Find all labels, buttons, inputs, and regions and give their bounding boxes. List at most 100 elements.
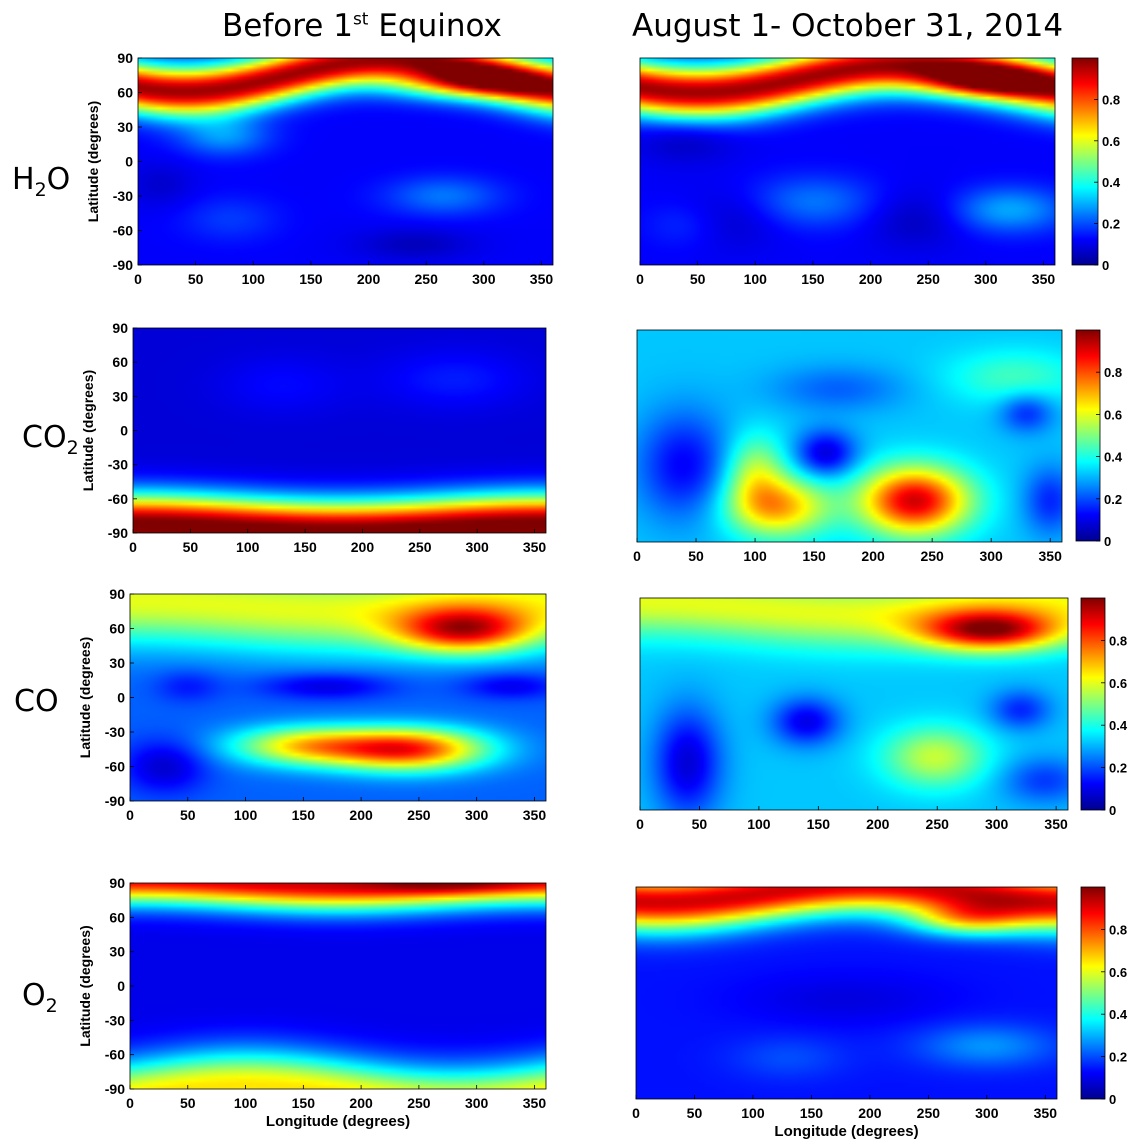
colorbar-h2o-after: 0 0.2 0.4 0.6 0.8: [1071, 57, 1121, 273]
heatmap-field-co2-after: [637, 330, 1062, 542]
x-tick-label: 300: [985, 816, 1009, 832]
heatmap-panel-o2-after: 0 50 100 150 200 250 300 350 Longitude (degrees): [632, 886, 1058, 1140]
x-tick-label: 350: [1032, 271, 1056, 287]
heatmap-panel-co2-after: 0 50 100 150 200 250 300 350: [633, 329, 1063, 564]
colorbar-tick-label: 0.4: [1109, 718, 1128, 733]
y-tick-label: -30: [113, 188, 133, 204]
heatmap-field-o2-after: [636, 887, 1057, 1099]
y-axis-label: Latitude (degrees): [77, 925, 93, 1046]
y-tick-label: -60: [105, 1047, 125, 1063]
colorbar-tick-label: 0: [1104, 534, 1111, 549]
x-tick-label: 100: [743, 548, 767, 564]
x-tick-label: 350: [523, 807, 547, 823]
x-tick-label: 200: [859, 271, 883, 287]
column-header-before-main: Before 1: [222, 8, 353, 44]
heatmap-field-h2o-after: [640, 58, 1055, 265]
y-tick-label: 30: [109, 655, 125, 671]
heatmap-panel-co2-before: 0 50 100 150 200 250 300 3509060300-30-60-90Lat…: [80, 320, 546, 555]
column-header-before-equinox: Before 1st Equinox: [222, 8, 502, 44]
row-label-co2-sub: 2: [66, 437, 79, 459]
colorbar-o2-after: 0 0.2 0.4 0.6 0.8: [1080, 886, 1128, 1107]
x-tick-label: 300: [472, 271, 496, 287]
heatmap-field-co2-before: [133, 328, 546, 533]
x-tick-label: 300: [979, 548, 1003, 564]
y-tick-label: 60: [109, 909, 125, 925]
x-tick-label: 100: [234, 1095, 258, 1111]
row-label-h2o-sub: 2: [34, 179, 47, 201]
x-tick-label: 50: [183, 539, 199, 555]
x-tick-label: 300: [465, 1095, 489, 1111]
row-label-co-main: CO: [14, 684, 59, 719]
column-header-before-tail: Equinox: [368, 8, 502, 44]
x-tick-label: 0: [636, 816, 644, 832]
x-tick-label: 300: [465, 807, 489, 823]
y-tick-label: 30: [109, 944, 125, 960]
x-tick-label: 0: [633, 548, 641, 564]
y-tick-label: 0: [120, 423, 128, 439]
y-tick-label: -90: [105, 1081, 125, 1097]
column-header-date-range: August 1- October 31, 2014: [632, 8, 1064, 44]
x-tick-label: 100: [744, 271, 768, 287]
y-tick-label: 90: [117, 50, 133, 66]
x-tick-label: 300: [974, 271, 998, 287]
heatmap-field-o2-before: [130, 883, 546, 1089]
y-tick-label: -30: [105, 724, 125, 740]
row-label-o2-main: O: [22, 978, 46, 1013]
x-tick-label: 150: [800, 1105, 824, 1121]
y-tick-label: 0: [125, 154, 133, 170]
colorbar-tick-label: 0.8: [1102, 92, 1120, 107]
heatmap-field-co-before: [130, 594, 546, 801]
plot-frame-o2-after: [635, 886, 1058, 1100]
y-tick-label: 90: [112, 320, 128, 336]
y-tick-label: 90: [109, 875, 125, 891]
row-label-co2-main: CO: [22, 420, 67, 455]
x-tick-label: 50: [688, 548, 704, 564]
x-tick-label: 0: [636, 271, 644, 287]
x-tick-label: 350: [1034, 1105, 1058, 1121]
colorbar-tick-label: 0.6: [1102, 134, 1120, 149]
colorbar-tick-label: 0.4: [1104, 450, 1123, 465]
row-label-co: CO: [14, 684, 59, 723]
colorbar-tick-label: 0.4: [1109, 1007, 1128, 1022]
colorbar-tick-label: 0.2: [1102, 217, 1120, 232]
colorbar-tick-label: 0.8: [1104, 365, 1122, 380]
row-label-o2-sub: 2: [45, 995, 58, 1017]
y-tick-label: 60: [117, 85, 133, 101]
row-label-h2o-tail: O: [46, 162, 71, 197]
heatmap-field-h2o-before: [138, 58, 553, 265]
colorbar-tick-label: 0: [1102, 258, 1109, 273]
x-tick-label: 350: [523, 1095, 547, 1111]
colorbar-co2-after: 0 0.2 0.4 0.6 0.8: [1075, 329, 1123, 549]
x-tick-label: 200: [861, 548, 885, 564]
y-tick-label: 60: [109, 621, 125, 637]
row-label-co2: CO2: [22, 420, 79, 459]
x-tick-label: 50: [180, 807, 196, 823]
x-tick-label: 300: [975, 1105, 999, 1121]
x-axis-label: Longitude (degrees): [266, 1113, 410, 1130]
x-tick-label: 100: [747, 816, 771, 832]
row-label-h2o-main: H: [12, 162, 35, 197]
colorbar-gradient: [1080, 886, 1106, 1100]
x-tick-label: 300: [465, 539, 489, 555]
x-tick-label: 0: [632, 1105, 640, 1121]
y-tick-label: 60: [112, 354, 128, 370]
colorbar-gradient: [1075, 329, 1101, 542]
x-tick-label: 0: [134, 271, 142, 287]
x-tick-label: 50: [180, 1095, 196, 1111]
x-tick-label: 250: [920, 548, 944, 564]
x-tick-label: 150: [801, 271, 825, 287]
y-tick-label: -60: [113, 223, 133, 239]
x-tick-label: 150: [293, 539, 317, 555]
x-tick-label: 250: [926, 816, 950, 832]
x-tick-label: 150: [299, 271, 323, 287]
plot-frame-co-after: [639, 597, 1069, 811]
x-tick-label: 150: [807, 816, 831, 832]
x-tick-label: 200: [858, 1105, 882, 1121]
y-tick-label: -90: [105, 793, 125, 809]
heatmap-panel-co-after: 0 50 100 150 200 250 300 350: [636, 597, 1069, 832]
y-axis-label: Latitude (degrees): [85, 101, 101, 222]
y-tick-label: -90: [108, 525, 128, 541]
row-label-h2o: H2O: [12, 162, 70, 201]
colorbar-tick-label: 0.6: [1109, 965, 1127, 980]
